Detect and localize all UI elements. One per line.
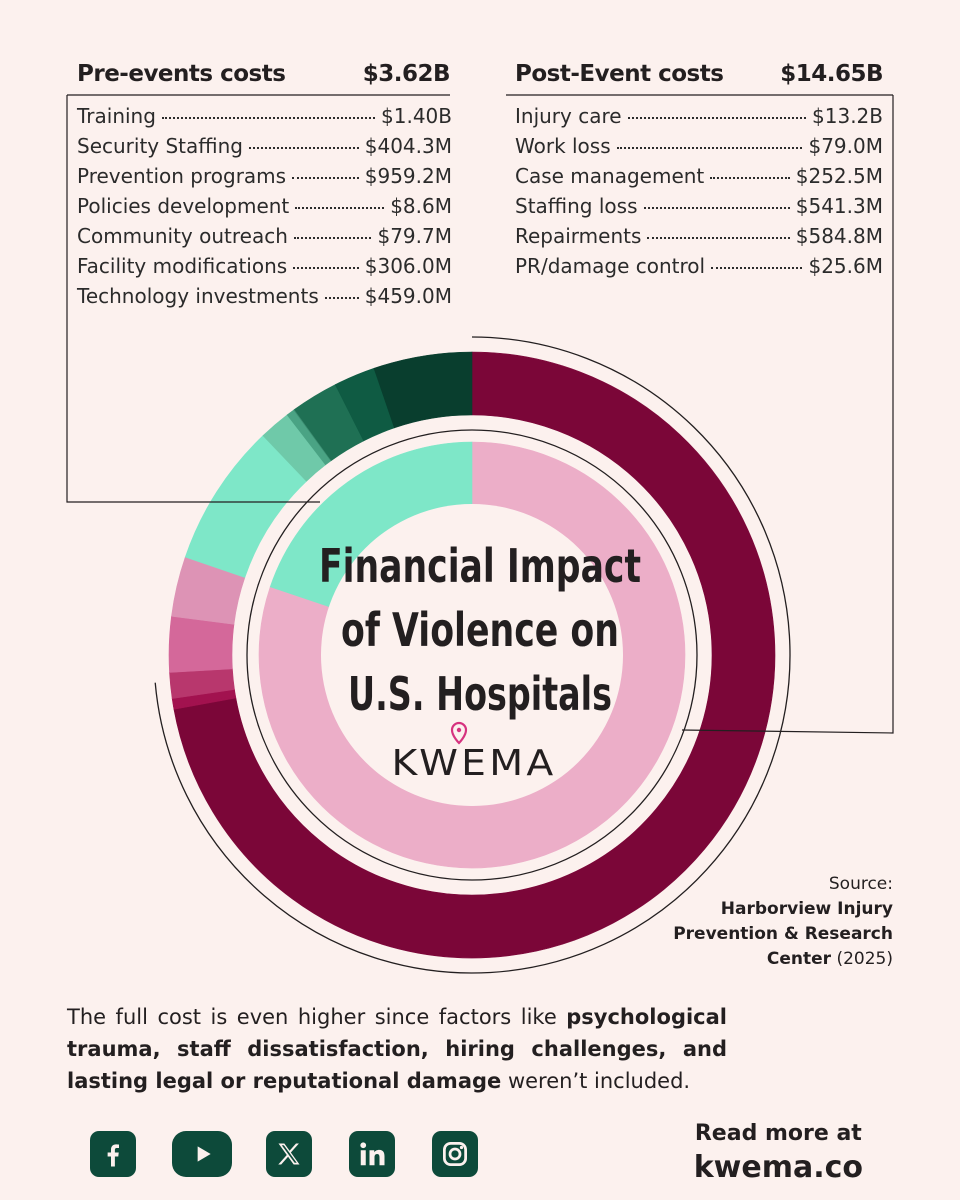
source-org-line-3: Center (766, 949, 832, 969)
source-org-line-1: Harborview Injury (720, 899, 893, 919)
post-item: Repairments $584.8M (515, 224, 883, 248)
pre-item: Facility modifications $306.0M (77, 254, 452, 278)
location-pin-icon (450, 721, 468, 745)
linkedin-icon[interactable] (349, 1131, 395, 1177)
read-more: Read more at kwema.co (694, 1120, 863, 1188)
slice-staffing-loss (168, 615, 235, 673)
pre-callout-line (66, 95, 320, 503)
pre-item: Security Staffing $404.3M (77, 134, 452, 158)
center-title: Financial Impact of Violence on U.S. Hos… (319, 539, 641, 784)
source-org-line-2: Prevention & Research (673, 924, 893, 944)
title-line-1: Financial Impact (319, 539, 641, 593)
pre-item: Training $1.40B (77, 104, 452, 128)
facebook-icon[interactable] (90, 1131, 136, 1177)
post-item: Case management $252.5M (515, 164, 883, 188)
source-year: (2025) (831, 949, 893, 969)
pre-item: Technology investments $459.0M (77, 284, 452, 308)
source-label: Source: (828, 874, 893, 894)
title-line-3: U.S. Hospitals (348, 667, 612, 721)
footnote: The full cost is even higher since facto… (67, 1005, 727, 1093)
outer-ring-segments (168, 351, 776, 959)
title-line-2: of Violence on (341, 603, 619, 657)
post-item: Injury care $13.2B (515, 104, 883, 128)
post-item: Work loss $79.0M (515, 134, 883, 158)
x-icon[interactable] (266, 1131, 312, 1177)
center-disc (321, 504, 623, 806)
slice-injury-care (173, 351, 776, 959)
source-note: Source: Harborview Injury Prevention & R… (673, 872, 893, 972)
post-callout-line (681, 95, 894, 734)
post-event-title: Post-Event costs (515, 61, 724, 87)
guide-arc (154, 336, 791, 974)
pre-item: Community outreach $79.7M (77, 224, 452, 248)
youtube-icon[interactable] (172, 1131, 232, 1177)
pre-item: Prevention programs $959.2M (77, 164, 452, 188)
logo-wordmark: KWEMA (392, 743, 557, 784)
post-item: PR/damage control $25.6M (515, 254, 883, 278)
read-more-label: Read more at (694, 1121, 862, 1146)
post-item: Staffing loss $541.3M (515, 194, 883, 218)
instagram-icon[interactable] (432, 1131, 478, 1177)
pre-events-title: Pre-events costs (77, 61, 286, 87)
kwema-logo: KWEMA (392, 721, 557, 784)
slice-prevention-programs (373, 351, 473, 429)
pre-item: Policies development $8.6M (77, 194, 452, 218)
post-event-total: $14.65B (780, 61, 883, 87)
site-link[interactable]: kwema.co (693, 1150, 863, 1185)
inner-guide-circle (246, 429, 698, 881)
pre-events-total: $3.62B (362, 61, 451, 87)
